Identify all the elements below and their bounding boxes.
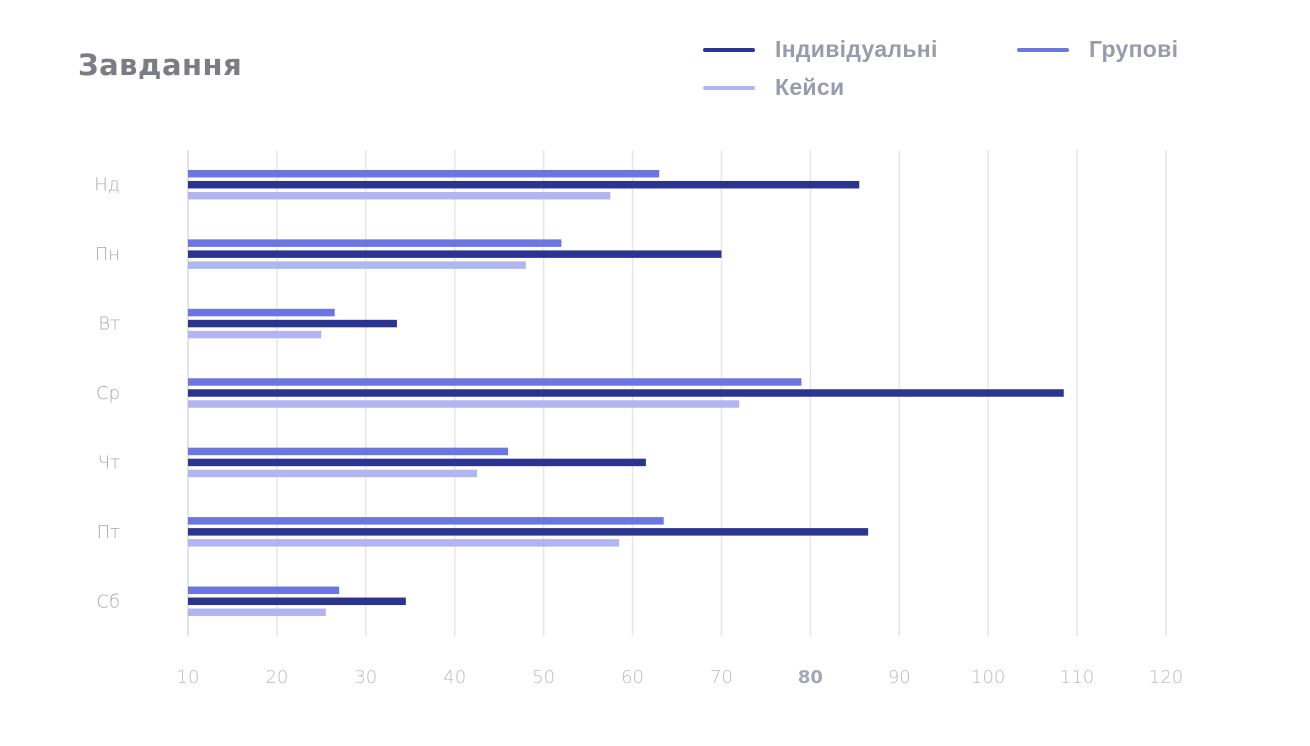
bar-Пн-1: [188, 250, 722, 258]
legend-label-cases: Кейси: [775, 74, 845, 100]
bar-Ср-1: [188, 389, 1064, 397]
x-tick-label: 80: [798, 667, 823, 688]
category-label: Вт: [98, 314, 120, 335]
legend-swatch-individual: [703, 47, 755, 52]
bar-Нд-1: [188, 180, 860, 189]
legend-item-group: Групові: [1017, 36, 1178, 63]
x-tick-label: 110: [1060, 667, 1094, 688]
bar-Пн-0: [188, 239, 562, 247]
bar-Пт-1: [188, 528, 869, 536]
legend-item-cases: Кейси: [703, 74, 844, 101]
bar-Чт-1: [188, 458, 646, 467]
x-tick-label: 10: [177, 667, 200, 688]
bar-Ср-0: [188, 378, 802, 386]
bar-Пт-2: [188, 539, 620, 547]
bar-Сб-1: [188, 597, 406, 606]
bar-Нд-0: [188, 169, 660, 178]
category-label: Нд: [94, 175, 120, 196]
x-tick-label: 70: [710, 667, 733, 688]
bar-Пт-0: [188, 517, 664, 525]
x-tick-label: 20: [265, 667, 288, 688]
bar-Пн-2: [188, 261, 526, 269]
bar-Сб-2: [188, 608, 326, 617]
legend-label-individual: Індивідуальні: [775, 36, 938, 62]
category-label: Чт: [98, 452, 120, 473]
category-label: Ср: [96, 383, 120, 404]
bar-Вт-1: [188, 319, 397, 328]
x-tick-label: 30: [354, 667, 377, 688]
bar-Нд-2: [188, 191, 611, 200]
legend-swatch-group: [1017, 47, 1069, 52]
bar-Вт-0: [188, 308, 335, 317]
x-tick-label: 40: [443, 667, 466, 688]
legend-item-individual: Індивідуальні: [703, 36, 938, 63]
bar-Чт-2: [188, 469, 477, 478]
x-tick-label: 120: [1149, 667, 1183, 688]
x-tick-label: 90: [888, 667, 911, 688]
bar-Чт-0: [188, 447, 509, 456]
x-tick-label: 60: [621, 667, 644, 688]
chart-title: Завдання: [78, 48, 243, 82]
bar-Ср-2: [188, 400, 740, 408]
legend-label-group: Групові: [1089, 36, 1179, 62]
x-tick-label: 100: [971, 667, 1005, 688]
x-tick-label: 50: [532, 667, 555, 688]
category-label: Пн: [95, 244, 120, 265]
legend-swatch-cases: [703, 85, 755, 90]
category-label: Пт: [97, 522, 121, 543]
bar-Сб-0: [188, 586, 340, 595]
bar-Вт-2: [188, 330, 322, 339]
category-label: Сб: [96, 591, 120, 612]
